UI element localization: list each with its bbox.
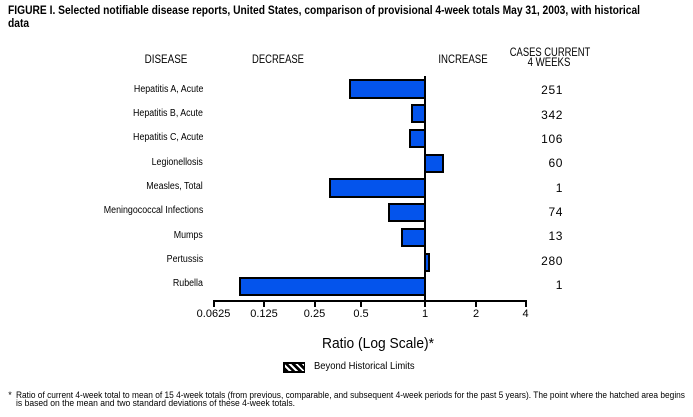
- cases-value: 342: [541, 107, 563, 122]
- x-axis-tick-label: 0.125: [250, 308, 278, 320]
- legend-hatch-stripes: [284, 363, 304, 371]
- disease-label: Legionellosis: [151, 156, 203, 168]
- bar-meningococcal-infections: [388, 203, 426, 223]
- disease-label: Hepatitis A, Acute: [133, 83, 203, 95]
- disease-label: Mumps: [173, 229, 203, 241]
- column-header-increase: INCREASE: [438, 54, 488, 67]
- bar-hepatitis-b-acute: [411, 104, 426, 124]
- footnote-line2: is based on the mean and two standard de…: [15, 398, 295, 409]
- x-axis-tick: [475, 300, 477, 307]
- figure-title-line2: data: [8, 18, 30, 31]
- column-header-cases-line1: CASES CURRENT: [509, 47, 591, 59]
- footnote-line1: Ratio of current 4-week total to mean of…: [15, 389, 685, 400]
- x-axis-tick: [212, 300, 215, 307]
- x-axis-tick-label: 0.25: [303, 308, 326, 320]
- x-axis-tick-label: 0.0625: [196, 308, 231, 320]
- figure-title-line1: FIGURE I. Selected notifiable disease re…: [8, 5, 640, 18]
- disease-label: Hepatitis B, Acute: [133, 107, 203, 119]
- x-axis-tick-label: 1: [421, 308, 429, 320]
- bar-hepatitis-a-acute: [349, 79, 426, 99]
- cases-value: 280: [541, 253, 563, 268]
- legend-hatch-swatch: [283, 362, 305, 373]
- column-header-decrease: DECREASE: [252, 54, 305, 67]
- bar-legionellosis: [424, 153, 444, 173]
- cases-value: 60: [548, 156, 563, 171]
- x-axis-line: [213, 300, 526, 302]
- column-header-cases-line2: 4 WEEKS: [527, 56, 571, 69]
- cases-value: 1: [555, 278, 563, 292]
- cases-value: 1: [555, 180, 563, 195]
- bar-pertussis: [424, 252, 430, 272]
- x-axis-title: Ratio (Log Scale)*: [321, 335, 434, 352]
- bar-measles-total: [328, 178, 426, 198]
- disease-label: Meningococcal Infections: [103, 205, 204, 217]
- cases-value: 251: [541, 83, 563, 98]
- x-axis-tick-label: 4: [522, 308, 529, 320]
- x-axis-tick: [263, 300, 265, 307]
- x-axis-tick-label: 2: [472, 308, 480, 320]
- legend-label: Beyond Historical Limits: [313, 359, 415, 372]
- x-axis-tick: [424, 300, 426, 307]
- disease-label: Pertussis: [166, 254, 203, 266]
- footnote-marker: *: [8, 389, 12, 400]
- disease-label: Hepatitis C, Acute: [132, 132, 203, 144]
- column-header-disease: DISEASE: [144, 54, 188, 67]
- disease-label: Measles, Total: [146, 181, 203, 192]
- disease-label: Rubella: [172, 278, 203, 290]
- x-axis-tick: [360, 300, 362, 307]
- cases-value: 13: [548, 229, 563, 244]
- bar-mumps: [400, 227, 426, 247]
- x-axis-tick: [313, 300, 316, 307]
- bar-hepatitis-c-acute: [408, 128, 426, 149]
- bar-rubella: [239, 277, 426, 297]
- x-axis-tick: [524, 300, 527, 307]
- cases-value: 106: [541, 131, 563, 146]
- cases-value: 74: [548, 204, 563, 219]
- x-axis-tick-label: 0.5: [353, 308, 369, 320]
